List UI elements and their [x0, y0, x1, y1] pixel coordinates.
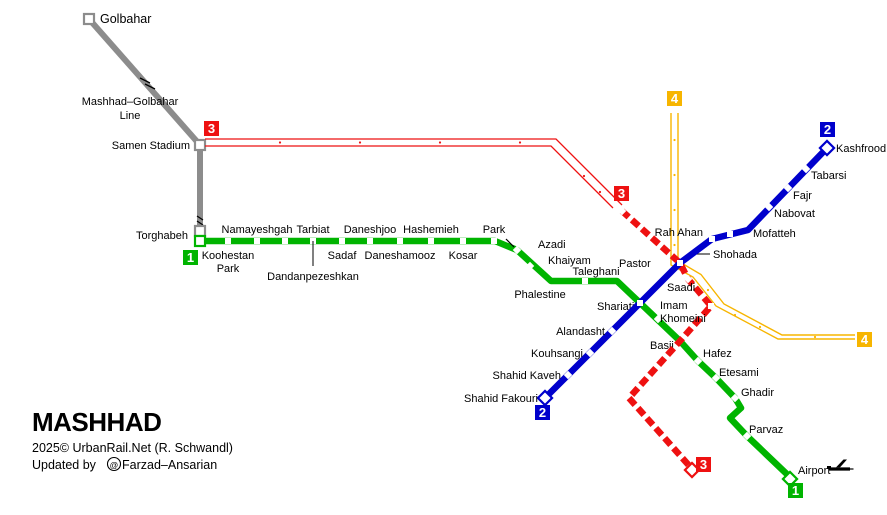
svg-text:Line: Line: [120, 110, 141, 122]
svg-text:Parvaz: Parvaz: [749, 424, 783, 436]
svg-text:Ghadir: Ghadir: [741, 387, 774, 399]
svg-text:1: 1: [187, 250, 194, 265]
svg-text:Daneshjoo: Daneshjoo: [344, 224, 397, 236]
svg-text:3: 3: [700, 457, 707, 472]
svg-text:Mofatteh: Mofatteh: [753, 228, 796, 240]
svg-text:Koohestan: Koohestan: [202, 250, 255, 262]
svg-text:Torghabeh: Torghabeh: [136, 230, 188, 242]
svg-text:Kouhsangi: Kouhsangi: [531, 348, 583, 360]
svg-text:Taleghani: Taleghani: [572, 266, 619, 278]
svg-text:Fajr: Fajr: [793, 190, 812, 202]
svg-text:3: 3: [618, 186, 625, 201]
svg-text:Shohada: Shohada: [713, 249, 758, 261]
svg-text:1: 1: [792, 483, 799, 498]
svg-text:Kashfrood: Kashfrood: [836, 143, 886, 155]
svg-text:Saadi: Saadi: [667, 282, 695, 294]
svg-text:Farzad–Ansarian: Farzad–Ansarian: [122, 458, 217, 472]
svg-text:Pastor: Pastor: [619, 258, 651, 270]
svg-text:3: 3: [208, 121, 215, 136]
svg-text:2: 2: [539, 405, 546, 420]
svg-text:Hashemieh: Hashemieh: [403, 224, 459, 236]
svg-text:Park: Park: [483, 224, 506, 236]
svg-text:Shahid Fakouri: Shahid Fakouri: [464, 393, 538, 405]
svg-text:Khomeini: Khomeini: [660, 313, 706, 325]
svg-text:4: 4: [861, 332, 869, 347]
svg-text:Imam: Imam: [660, 300, 688, 312]
svg-text:Samen Stadium: Samen Stadium: [112, 140, 190, 152]
svg-text:Phalestine: Phalestine: [514, 289, 565, 301]
svg-text:Azadi: Azadi: [538, 239, 566, 251]
svg-text:Dandanpezeshkan: Dandanpezeshkan: [267, 271, 359, 283]
svg-text:Hafez: Hafez: [703, 348, 732, 360]
svg-text:MASHHAD: MASHHAD: [32, 407, 161, 437]
svg-text:Rah Ahan: Rah Ahan: [655, 227, 703, 239]
svg-text:Namayeshgah: Namayeshgah: [222, 224, 293, 236]
svg-text:Sadaf: Sadaf: [328, 250, 358, 262]
svg-text:Tabarsi: Tabarsi: [811, 170, 846, 182]
svg-text:Kosar: Kosar: [449, 250, 478, 262]
svg-text:Alandasht: Alandasht: [556, 326, 605, 338]
svg-text:Daneshamooz: Daneshamooz: [365, 250, 436, 262]
svg-text:4: 4: [671, 91, 679, 106]
svg-text:2: 2: [824, 122, 831, 137]
svg-text:@: @: [110, 460, 119, 470]
svg-text:Tarbiat: Tarbiat: [296, 224, 329, 236]
svg-text:Park: Park: [217, 263, 240, 275]
svg-text:Golbahar: Golbahar: [100, 12, 151, 26]
svg-text:Nabovat: Nabovat: [774, 208, 815, 220]
svg-text:Airport: Airport: [798, 465, 830, 477]
svg-text:Mashhad–Golbahar: Mashhad–Golbahar: [82, 96, 179, 108]
svg-text:Updated by: Updated by: [32, 458, 97, 472]
svg-text:2025© UrbanRail.Net (R. Schwan: 2025© UrbanRail.Net (R. Schwandl): [32, 441, 233, 455]
svg-text:Shahid Kaveh: Shahid Kaveh: [493, 370, 562, 382]
svg-text:Etesami: Etesami: [719, 367, 759, 379]
